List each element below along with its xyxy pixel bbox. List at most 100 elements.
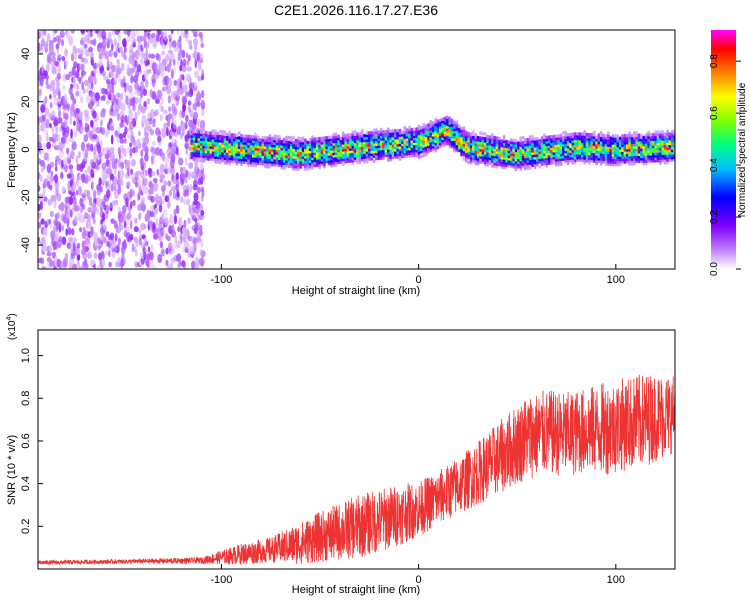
heatmap-cell: [448, 116, 452, 121]
heatmap-cell: [126, 212, 132, 220]
heatmap-cell: [301, 136, 305, 140]
heatmap-cell: [45, 74, 49, 81]
heatmap-cell: [75, 155, 79, 165]
heatmap-cell: [58, 90, 61, 100]
heatmap-cell: [92, 133, 98, 140]
heatmap-cell: [82, 226, 86, 233]
heatmap-cell: [146, 41, 150, 49]
heatmap-cell: [132, 199, 136, 207]
heatmap-cell: [122, 117, 126, 128]
heatmap-cell: [137, 178, 142, 189]
heatmap-cell: [167, 180, 172, 187]
heatmap-cell: [145, 59, 151, 66]
heatmap-cell: [517, 141, 520, 145]
heatmap-cell: [159, 114, 164, 122]
heatmap-cell: [332, 132, 336, 137]
heatmap-cell: [54, 173, 59, 184]
heatmap-cell: [209, 131, 213, 135]
heatmap-cell: [320, 136, 324, 141]
heatmap-cell: [78, 151, 81, 159]
heatmap-cell: [223, 130, 227, 134]
heatmap-cell: [38, 236, 41, 243]
heatmap-cell: [73, 74, 76, 83]
heatmap-cell: [196, 168, 202, 178]
heatmap-cell: [132, 146, 137, 154]
heatmap-cell: [134, 111, 138, 122]
heatmap-cell: [147, 246, 151, 253]
heatmap-cell: [105, 99, 110, 105]
heatmap-cell: [195, 130, 199, 134]
heatmap-cell: [53, 116, 59, 127]
heatmap-cell: [96, 141, 101, 150]
heatmap-cell: [65, 60, 69, 66]
heatmap-cell: [80, 37, 86, 47]
heatmap-cell: [117, 185, 122, 195]
heatmap-cell: [128, 107, 132, 115]
heatmap-cell: [154, 109, 159, 116]
heatmap-cell: [45, 40, 49, 47]
heatmap-cell: [140, 196, 146, 204]
heatmap-cell: [611, 134, 615, 138]
heatmap-cell: [74, 205, 80, 212]
heatmap-cell: [119, 110, 125, 121]
heatmap-cell: [289, 135, 293, 140]
heatmap-cell: [60, 30, 65, 36]
heatmap-cell: [62, 85, 66, 91]
heatmap-cell: [637, 133, 641, 137]
heatmap-cell: [114, 233, 118, 242]
heatmap-cell: [44, 95, 48, 104]
heatmap-cell: [398, 128, 402, 133]
heatmap-cell: [327, 135, 331, 140]
heatmap-cell: [61, 56, 66, 62]
heatmap-cell: [606, 131, 610, 136]
heatmap-cell: [200, 42, 205, 49]
heatmap-cell: [172, 190, 176, 200]
heatmap-cell: [185, 169, 189, 178]
heatmap-cell: [166, 126, 169, 137]
heatmap-cell: [151, 91, 157, 100]
heatmap-cell: [55, 126, 59, 134]
heatmap-cell: [472, 130, 475, 134]
heatmap-cell: [199, 248, 203, 256]
heatmap-cell: [102, 220, 106, 230]
heatmap-cell: [292, 140, 295, 145]
heatmap-cell: [61, 186, 65, 193]
heatmap-cell: [184, 228, 190, 236]
heatmap-cell: [507, 140, 511, 144]
heatmap-cell: [82, 88, 86, 95]
heatmap-cell: [159, 240, 164, 249]
heatmap-cell: [93, 127, 96, 135]
heatmap-cell: [150, 108, 155, 119]
heatmap-cell: [122, 204, 127, 214]
heatmap-cell: [249, 134, 253, 139]
heatmap-cell: [183, 219, 187, 229]
heatmap-cell: [614, 134, 617, 138]
heatmap-cell: [63, 93, 68, 104]
heatmap-cell: [427, 123, 430, 127]
heatmap-cell: [656, 130, 660, 134]
heatmap-cell: [119, 144, 124, 152]
heatmap-cell: [80, 63, 85, 72]
heatmap-cell: [61, 38, 64, 47]
heatmap-cell: [528, 135, 532, 139]
heatmap-cell: [616, 134, 620, 138]
heatmap-cell: [50, 51, 56, 58]
heatmap-cell: [192, 111, 199, 120]
heatmap-cell: [417, 124, 421, 129]
heatmap-cell: [194, 70, 199, 78]
heatmap-cell: [191, 123, 197, 131]
heatmap-cell: [668, 132, 672, 136]
heatmap-cell: [233, 133, 236, 137]
heatmap-cell: [113, 38, 117, 47]
heatmap-cell: [80, 30, 86, 35]
heatmap-cell: [156, 168, 160, 176]
heatmap-cell: [56, 258, 61, 268]
heatmap-cell: [457, 124, 461, 129]
heatmap-cell: [123, 46, 127, 54]
heatmap-cell: [152, 196, 157, 202]
heatmap-cell: [153, 178, 158, 183]
heatmap-cell: [49, 39, 54, 46]
heatmap-cell: [119, 224, 124, 231]
heatmap-cell: [330, 135, 333, 139]
heatmap-cell: [75, 189, 79, 196]
